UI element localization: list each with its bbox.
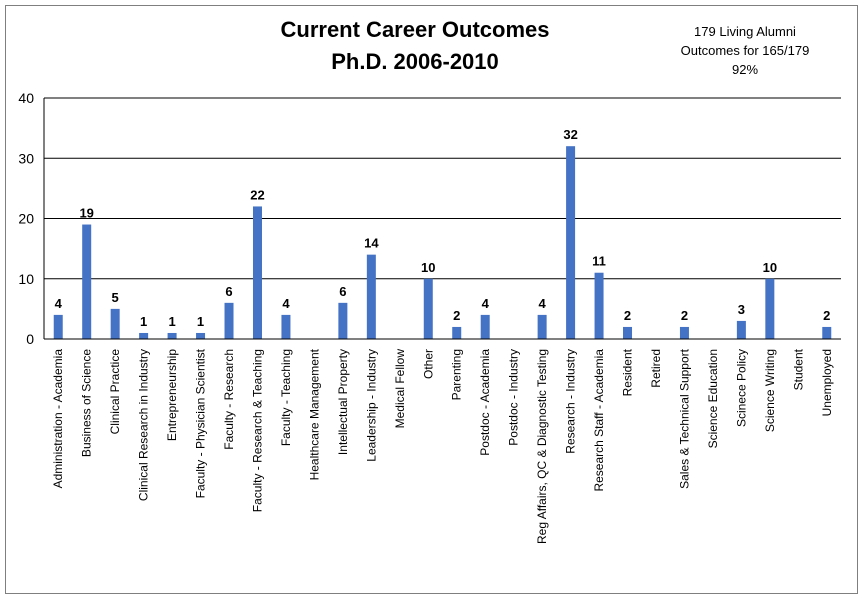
summary-outcomes: Outcomes for 165/179 bbox=[680, 43, 810, 58]
x-tick-label: Research - Industry bbox=[564, 349, 578, 454]
x-tick-label: Postdoc - Academia bbox=[478, 349, 492, 456]
bar bbox=[423, 278, 433, 339]
x-tick-label: Parenting bbox=[450, 349, 464, 400]
x-tick-label: Reg Affairs, QC & Diagnostic Testing bbox=[535, 349, 549, 544]
x-tick-label: Sales & Technical Support bbox=[677, 348, 691, 489]
x-tick-label: Faculty - Research bbox=[222, 349, 236, 450]
x-tick-label: Retired bbox=[649, 349, 663, 388]
data-label: 1 bbox=[140, 314, 147, 329]
x-tick-label: Science Writing bbox=[763, 349, 777, 432]
y-tick-label: 30 bbox=[18, 150, 34, 166]
bar bbox=[623, 326, 633, 339]
bar bbox=[566, 146, 576, 339]
data-label: 4 bbox=[539, 296, 547, 311]
chart-title: Current Career Outcomes bbox=[280, 17, 550, 42]
bar bbox=[765, 278, 775, 339]
bar bbox=[252, 206, 262, 339]
bar bbox=[480, 314, 490, 339]
data-label: 2 bbox=[453, 308, 460, 323]
data-label: 3 bbox=[738, 302, 745, 317]
bar bbox=[167, 332, 177, 339]
y-tick-label: 40 bbox=[18, 90, 34, 106]
data-label: 6 bbox=[339, 284, 346, 299]
data-label: 6 bbox=[225, 284, 232, 299]
data-label: 32 bbox=[563, 127, 577, 142]
x-tick-label: Administration - Academia bbox=[51, 349, 65, 489]
bar bbox=[338, 302, 348, 339]
x-tick-label: Faculty - Research & Teaching bbox=[250, 349, 264, 512]
bar bbox=[281, 314, 291, 339]
data-label: 2 bbox=[823, 308, 830, 323]
summary-percent: 92% bbox=[731, 62, 759, 77]
x-tick-label: Resident bbox=[621, 348, 635, 396]
x-tick-label: Research Staff - Academia bbox=[592, 349, 606, 492]
summary-alumni: 179 Living Alumni bbox=[694, 24, 796, 39]
bar bbox=[822, 326, 832, 339]
chart-title-block: Current Career Outcomes Ph.D. 2006-2010 bbox=[230, 14, 600, 78]
x-tick-label: Other bbox=[421, 349, 435, 379]
y-tick-label: 10 bbox=[18, 271, 34, 287]
data-label: 4 bbox=[482, 296, 490, 311]
data-label: 1 bbox=[197, 314, 204, 329]
bar bbox=[594, 272, 604, 339]
x-tick-label: Student bbox=[791, 348, 805, 390]
data-label: 4 bbox=[55, 296, 63, 311]
x-tick-label: Clinical Practice bbox=[108, 349, 122, 435]
x-tick-label: Clinical Research in Industry bbox=[137, 349, 151, 501]
x-tick-label: Faculty - Physician Scientist bbox=[194, 348, 208, 498]
x-tick-label: Scinece Policy bbox=[734, 349, 748, 427]
chart-subtitle: Ph.D. 2006-2010 bbox=[331, 49, 499, 74]
data-label: 10 bbox=[763, 260, 777, 275]
bar bbox=[537, 314, 547, 339]
bar bbox=[679, 326, 689, 339]
bar bbox=[53, 314, 63, 339]
data-label: 1 bbox=[168, 314, 175, 329]
x-tick-label: Unemployed bbox=[820, 349, 834, 416]
bar bbox=[139, 332, 149, 339]
data-label: 5 bbox=[112, 290, 119, 305]
bar bbox=[452, 326, 462, 339]
bar bbox=[736, 320, 746, 339]
x-tick-label: Intellectual Property bbox=[336, 349, 350, 455]
data-label: 10 bbox=[421, 260, 435, 275]
data-label: 22 bbox=[250, 187, 264, 202]
x-tick-label: Postdoc - Industry bbox=[507, 349, 521, 446]
bar bbox=[366, 254, 376, 339]
x-tick-label: Entrepreneurship bbox=[165, 349, 179, 441]
data-label: 14 bbox=[364, 236, 379, 251]
bar bbox=[196, 332, 206, 339]
bar bbox=[110, 308, 120, 339]
x-tick-label: Science Education bbox=[706, 349, 720, 448]
y-tick-label: 0 bbox=[26, 331, 34, 347]
data-label: 2 bbox=[681, 308, 688, 323]
data-label: 4 bbox=[282, 296, 290, 311]
x-tick-label: Leadership - Industry bbox=[364, 349, 378, 462]
x-tick-label: Faculty - Teaching bbox=[279, 349, 293, 446]
x-tick-label: Medical Fellow bbox=[393, 349, 407, 429]
bar bbox=[224, 302, 234, 339]
bar bbox=[82, 224, 92, 339]
data-label: 2 bbox=[624, 308, 631, 323]
data-label: 11 bbox=[592, 254, 606, 269]
x-tick-label: Business of Science bbox=[80, 349, 94, 457]
x-tick-label: Healthcare Management bbox=[307, 348, 321, 480]
data-label: 19 bbox=[79, 206, 93, 221]
summary-block: 179 Living Alumni Outcomes for 165/179 9… bbox=[650, 22, 840, 79]
y-tick-label: 20 bbox=[18, 211, 34, 227]
